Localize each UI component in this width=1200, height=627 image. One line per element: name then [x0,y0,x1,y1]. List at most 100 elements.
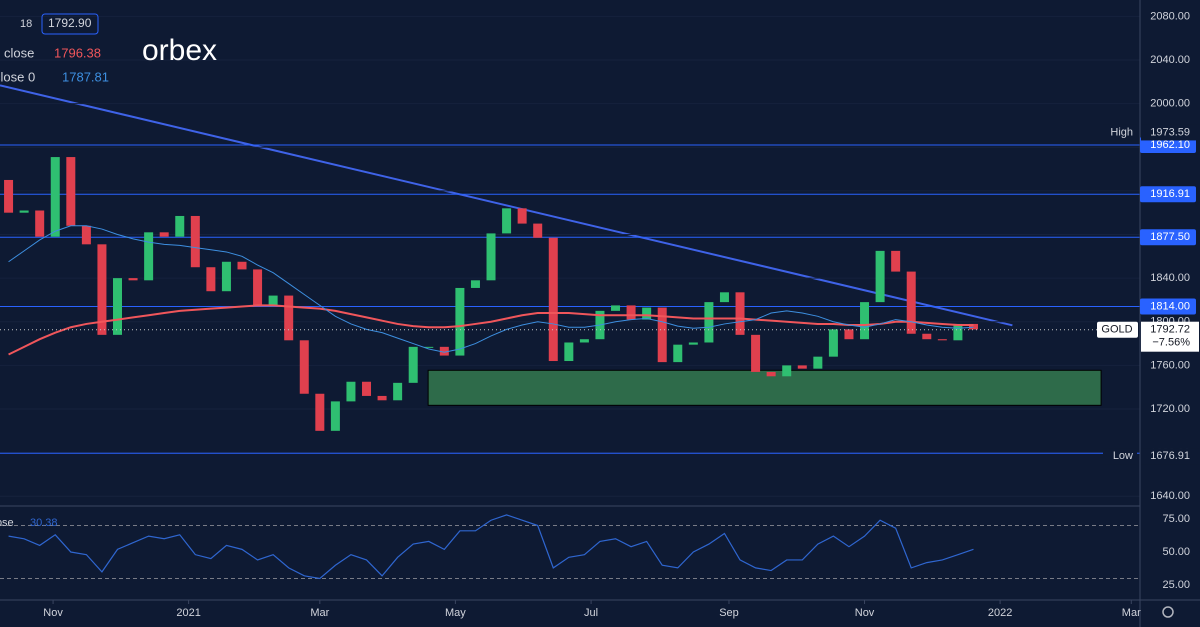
low-tag [1103,448,1137,465]
high-tag [1103,124,1137,141]
candle-body [377,395,387,401]
candle-body [81,225,91,245]
candle-body [237,261,247,270]
level-label: 1916.91 [1150,188,1190,200]
candle-body [284,295,294,341]
candle-body [4,179,14,213]
candle-body [937,339,947,341]
rsi-legend-value: 30.38 [30,517,58,529]
level-tag [1140,186,1196,203]
candle-body [533,223,543,238]
y-tick-label: 2040.00 [1150,54,1190,66]
level-label: 1814.00 [1150,300,1190,312]
candle-body [470,280,480,288]
candle-body [113,278,123,335]
logo: orbex [142,34,217,67]
x-tick-label: 2021 [176,607,200,619]
candle-body [50,157,60,237]
x-tick-label: Mar [310,607,329,619]
high-value-bg [1141,124,1199,141]
x-tick-label: Nov [43,607,63,619]
x-tick-label: Mar [1122,607,1141,619]
candle-body [579,339,589,343]
level-tag [1140,229,1196,246]
high-value: 1973.59 [1150,126,1190,138]
candle-body [19,210,29,213]
candle-body [564,342,574,362]
legend-value: 1796.38 [54,45,101,60]
candle-body [393,382,403,401]
candle-body [299,340,309,394]
candle-body [611,305,621,311]
candle-body [315,393,325,431]
x-tick-label: 2022 [988,607,1012,619]
candle-body [797,365,807,369]
candle-body [362,381,372,396]
x-tick-label: Sep [719,607,739,619]
last-price-value: 1792.72 [1150,324,1190,336]
rsi-tick-label: 25.00 [1162,579,1190,591]
candle-body [159,232,169,237]
candle-body [688,342,698,345]
candle-body [128,278,138,281]
rsi-tick-label: 50.00 [1162,546,1190,558]
candle-body [875,250,885,303]
candle-body [953,323,963,341]
candle-body [642,307,652,320]
level-tag [1140,136,1196,153]
plot [0,84,1140,604]
candle-body [486,233,496,281]
candle-body [751,334,761,372]
candle-body [626,305,636,320]
low-label: Low [1113,450,1133,462]
rsi-legend-name: close [0,517,14,529]
symbol-tag [1097,321,1138,338]
candle-body [35,210,45,237]
candle-body [424,346,434,348]
last-price-tag [1141,321,1199,352]
legend-value: 1787.81 [62,69,109,84]
candle-body [813,356,823,369]
candle-body [66,157,76,226]
x-tick-label: Jul [584,607,598,619]
last-price-change: −7.56% [1152,337,1190,349]
y-tick-label: 1840.00 [1150,272,1190,284]
support-zone [427,369,1102,406]
legend-name: close [4,45,34,60]
candle-body [844,329,854,340]
price-box [41,13,99,35]
y-tick-label: 2080.00 [1150,10,1190,22]
candle-body [175,215,185,237]
candle-body [548,237,558,362]
y-tick-label: 1720.00 [1150,403,1190,415]
candle-body [906,271,916,334]
candle-body [97,244,107,335]
candle-body [891,250,901,272]
settings-icon[interactable] [1162,606,1174,618]
low-value: 1676.91 [1150,450,1190,462]
moving-average [8,304,974,356]
candle-body [782,365,792,377]
candle-body [268,295,278,307]
candle-body [439,346,449,356]
y-tick-label: 1760.00 [1150,359,1190,371]
candle-body [330,401,340,431]
candle-body [346,381,356,402]
level-tag [1140,298,1196,315]
candle-body [657,307,667,363]
candle-body [144,232,154,281]
candle-body [719,292,729,303]
symbol-label: GOLD [1101,324,1132,336]
level-label: 1877.50 [1150,231,1190,243]
candle-body [253,269,263,307]
toolbar-item: 18 [20,18,32,30]
candle-body [502,208,512,234]
candle-body [408,346,418,383]
y-tick-label: 1640.00 [1150,490,1190,502]
moving-average [8,225,974,353]
candle-body [766,371,776,377]
candle-body [673,344,683,363]
candle-body [704,302,714,343]
rsi-tick-label: 75.00 [1162,513,1190,525]
y-tick-label: 2000.00 [1150,98,1190,110]
